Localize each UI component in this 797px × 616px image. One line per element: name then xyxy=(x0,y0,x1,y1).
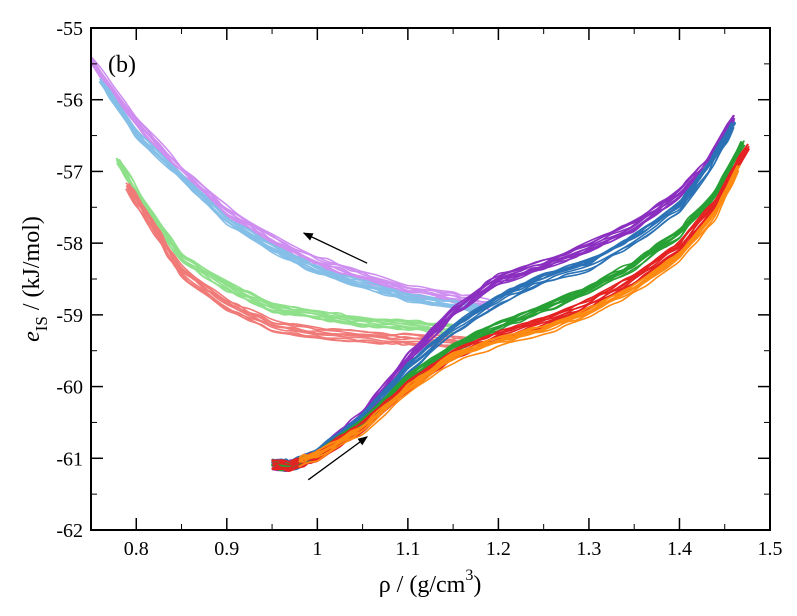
y-axis-title: eIS / (kJ/mol) xyxy=(19,216,51,342)
plot-frame xyxy=(90,27,771,531)
trajectory-line xyxy=(91,58,489,303)
x-tick-label-6: 1.4 xyxy=(667,538,692,560)
arrow-layer xyxy=(302,232,368,481)
compression-arrow xyxy=(307,436,368,481)
y-tick-label-2: -60 xyxy=(56,377,83,399)
x-tick-label-1: 0.9 xyxy=(214,538,239,560)
y-tick-label-1: -61 xyxy=(56,448,83,470)
x-tick-label-5: 1.3 xyxy=(576,538,601,560)
x-tick-label-7: 1.5 xyxy=(758,538,783,560)
y-tick-label-5: -57 xyxy=(56,161,83,183)
y-axis-title-variable: e xyxy=(19,331,45,342)
series-decompression-salmon xyxy=(125,182,472,349)
trajectory-line xyxy=(115,157,453,326)
x-axis-title-superscript: 3 xyxy=(465,567,473,584)
trajectory-line xyxy=(118,158,453,328)
x-axis-title-close: ) xyxy=(473,572,481,598)
trajectory-line xyxy=(91,56,490,301)
trajectory-line xyxy=(99,79,482,309)
trajectory-line xyxy=(299,165,741,460)
y-tick-label-4: -58 xyxy=(56,233,83,255)
trajectory-line xyxy=(118,160,454,331)
trajectory-line xyxy=(298,169,740,468)
x-tick-label-4: 1.2 xyxy=(486,538,511,560)
plot-background xyxy=(91,28,770,530)
y-tick-label-3: -59 xyxy=(56,305,83,327)
y-tick-label-6: -56 xyxy=(56,90,83,112)
x-axis-title-main: ρ / (g/cm xyxy=(379,572,466,598)
trajectory-line xyxy=(298,166,740,463)
trajectory-line xyxy=(128,188,471,349)
series-layer xyxy=(91,56,750,472)
tick-layer: 0.8 0.9 1 1.1 1.2 1.3 1.4 1.5 -62 -61 -60 -59 -58 -57… xyxy=(56,18,782,560)
x-tick-label-3: 1.1 xyxy=(395,538,420,560)
trajectory-line xyxy=(99,78,481,308)
x-axis-title: ρ / (g/cm3) xyxy=(379,567,482,598)
series-decompression-light-blue xyxy=(98,78,482,314)
trajectory-line xyxy=(125,182,472,339)
x-tick-label-0: 0.8 xyxy=(124,538,149,560)
y-axis-title-subscript: IS xyxy=(32,316,51,331)
series-compression-orange xyxy=(298,164,741,468)
series-decompression-light-green xyxy=(115,157,454,335)
decompression-arrow xyxy=(302,232,368,264)
y-axis-title-units: / (kJ/mol) xyxy=(19,216,45,316)
x-tick-label-2: 1 xyxy=(312,538,322,560)
trajectory-line xyxy=(272,121,736,463)
panel-label: (b) xyxy=(108,52,136,78)
trajectory-line xyxy=(126,184,471,343)
y-tick-label-0: -62 xyxy=(56,520,83,542)
y-tick-label-7: -55 xyxy=(56,18,83,40)
